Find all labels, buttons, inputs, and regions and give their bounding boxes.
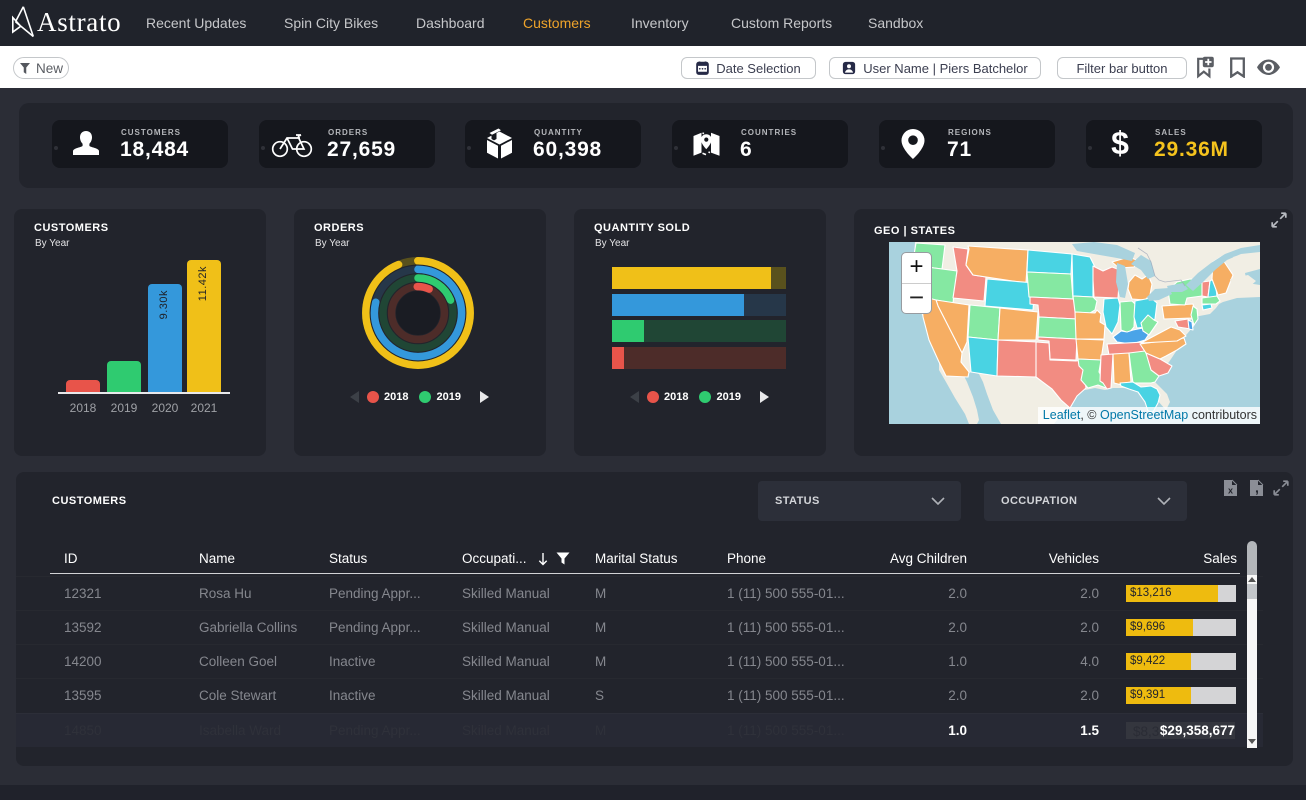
svg-text:,: , — [1255, 480, 1259, 496]
svg-text:x: x — [1228, 486, 1233, 496]
svg-text:$: $ — [1111, 127, 1129, 161]
